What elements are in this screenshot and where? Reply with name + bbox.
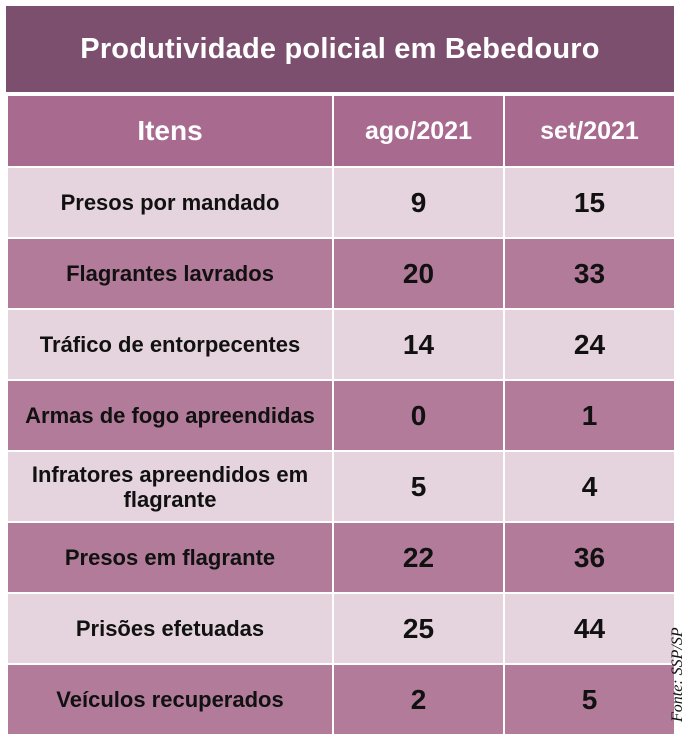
cell-ago: 22 xyxy=(332,521,505,594)
cell-set: 15 xyxy=(503,166,676,239)
cell-ago: 0 xyxy=(332,379,505,452)
table-row: Veículos recuperados 2 5 xyxy=(6,663,676,736)
table-row: Flagrantes lavrados 20 33 xyxy=(6,237,676,310)
cell-ago: 9 xyxy=(332,166,505,239)
row-label: Infratores apreendidos em flagrante xyxy=(6,450,334,523)
cell-set: 36 xyxy=(503,521,676,594)
chart-title: Produtividade policial em Bebedouro xyxy=(6,6,674,94)
cell-ago: 2 xyxy=(332,663,505,736)
row-label: Presos em flagrante xyxy=(6,521,334,594)
table-row: Presos por mandado 9 15 xyxy=(6,166,676,239)
cell-set: 4 xyxy=(503,450,676,523)
row-label: Presos por mandado xyxy=(6,166,334,239)
cell-ago: 5 xyxy=(332,450,505,523)
table-row: Tráfico de entorpecentes 14 24 xyxy=(6,308,676,381)
table-container: Produtividade policial em Bebedouro Iten… xyxy=(6,6,676,736)
cell-set: 33 xyxy=(503,237,676,310)
table-row: Infratores apreendidos em flagrante 5 4 xyxy=(6,450,676,523)
table-row: Armas de fogo apreendidas 0 1 xyxy=(6,379,676,452)
header-row: Itens ago/2021 set/2021 xyxy=(6,94,676,168)
cell-set: 44 xyxy=(503,592,676,665)
row-label: Prisões efetuadas xyxy=(6,592,334,665)
cell-set: 24 xyxy=(503,308,676,381)
cell-set: 5 xyxy=(503,663,676,736)
cell-ago: 25 xyxy=(332,592,505,665)
row-label: Veículos recuperados xyxy=(6,663,334,736)
source-credit: Fonte: SSP/SP xyxy=(669,627,686,723)
column-header-set-2021: set/2021 xyxy=(503,94,676,168)
row-label: Armas de fogo apreendidas xyxy=(6,379,334,452)
row-label: Tráfico de entorpecentes xyxy=(6,308,334,381)
cell-ago: 20 xyxy=(332,237,505,310)
column-header-itens: Itens xyxy=(6,94,334,168)
row-label: Flagrantes lavrados xyxy=(6,237,334,310)
cell-set: 1 xyxy=(503,379,676,452)
table-row: Prisões efetuadas 25 44 xyxy=(6,592,676,665)
data-table: Itens ago/2021 set/2021 Presos por manda… xyxy=(6,94,676,736)
table-row: Presos em flagrante 22 36 xyxy=(6,521,676,594)
cell-ago: 14 xyxy=(332,308,505,381)
column-header-ago-2021: ago/2021 xyxy=(332,94,505,168)
